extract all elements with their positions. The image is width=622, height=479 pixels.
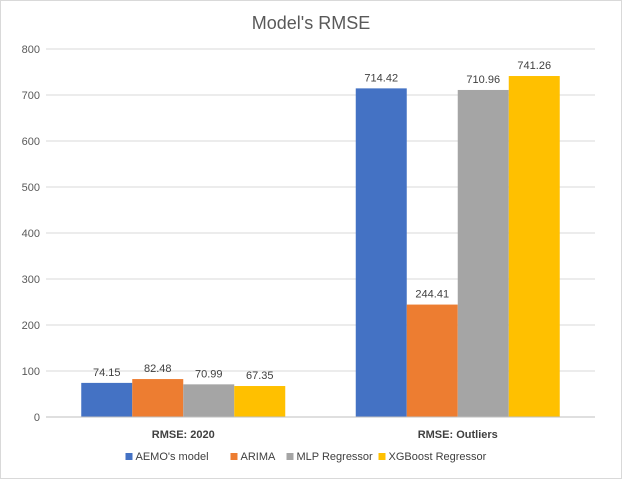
legend-swatch [230, 453, 238, 460]
bar [234, 386, 286, 417]
bar [81, 382, 133, 417]
y-tick-label: 200 [22, 320, 40, 332]
data-label: 67.35 [246, 370, 274, 382]
legend-swatch [378, 453, 386, 460]
data-label: 82.48 [144, 363, 172, 375]
legend-label: MLP Regressor [297, 451, 374, 463]
data-label: 244.41 [415, 289, 449, 301]
legend-label: ARIMA [241, 451, 277, 463]
x-category-label: RMSE: 2020 [152, 429, 215, 441]
y-tick-label: 300 [22, 274, 40, 286]
legend-label: XGBoost Regressor [389, 451, 487, 463]
legend-label: AEMO's model [136, 451, 209, 463]
legend-swatch [125, 453, 133, 460]
data-label: 70.99 [195, 368, 223, 380]
data-label: 741.26 [517, 60, 551, 72]
y-tick-label: 700 [22, 90, 40, 102]
y-tick-label: 0 [34, 412, 40, 424]
y-tick-label: 800 [22, 44, 40, 56]
y-tick-label: 400 [22, 228, 40, 240]
data-label: 74.15 [93, 367, 121, 379]
bar [406, 304, 458, 417]
bar [355, 88, 407, 418]
x-category-label: RMSE: Outliers [418, 429, 498, 441]
bar [132, 379, 184, 417]
legend-swatch [286, 453, 294, 460]
chart-title: Model's RMSE [252, 13, 370, 33]
bar [508, 76, 560, 418]
y-tick-label: 500 [22, 182, 40, 194]
bar [457, 89, 509, 417]
y-tick-label: 100 [22, 366, 40, 378]
y-tick-label: 600 [22, 136, 40, 148]
data-label: 710.96 [466, 74, 500, 86]
bar [183, 384, 235, 417]
data-label: 714.42 [364, 72, 398, 84]
